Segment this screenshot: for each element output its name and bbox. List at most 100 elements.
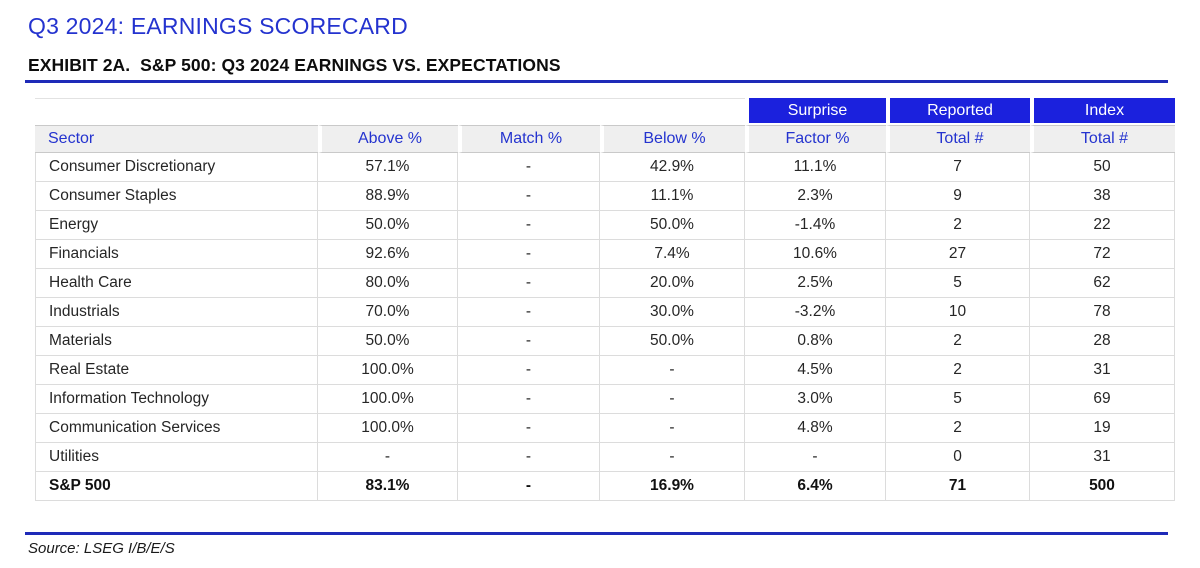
value-cell: 7.4% [600,240,745,269]
column-header-cell: Total # [1030,125,1175,153]
page-title: Q3 2024: EARNINGS SCORECARD [28,13,408,39]
exhibit-title: EXHIBIT 2A. S&P 500: Q3 2024 EARNINGS VS… [28,55,561,75]
sector-cell: Financials [35,240,318,269]
value-cell: 50.0% [318,327,458,356]
table-row: Communication Services 100.0% - -4.8% 2 19 [35,414,1175,443]
column-header-cell: Factor % [745,125,886,153]
value-cell: 50.0% [600,211,745,240]
value-cell: 69 [1030,385,1175,414]
value-cell: 83.1% [318,472,458,501]
sector-cell: Real Estate [35,356,318,385]
value-cell: 31 [1030,356,1175,385]
group-header-blank [600,98,745,125]
value-cell: 2 [886,414,1030,443]
value-cell: 92.6% [318,240,458,269]
table-row: Energy 50.0% -50.0% -1.4% 2 22 [35,211,1175,240]
value-cell: - [600,443,745,472]
value-cell: 11.1% [600,182,745,211]
sector-cell: Consumer Discretionary [35,153,318,182]
sector-cell: Utilities [35,443,318,472]
value-cell: 38 [1030,182,1175,211]
value-cell: 62 [1030,269,1175,298]
value-cell: 20.0% [600,269,745,298]
group-header-blank [458,98,600,125]
table-body: Consumer Discretionary 57.1% -42.9% 11.1% 7 5… [35,153,1175,501]
value-cell: 2.3% [745,182,886,211]
group-header-cell: Reported [886,98,1030,125]
value-cell: 0 [886,443,1030,472]
value-cell: 5 [886,269,1030,298]
value-cell: 2.5% [745,269,886,298]
column-header-cell: Above % [318,125,458,153]
value-cell: 500 [1030,472,1175,501]
value-cell: - [458,472,600,501]
value-cell: - [318,443,458,472]
value-cell: 4.5% [745,356,886,385]
group-header-cell: Index [1030,98,1175,125]
footer-rule [25,532,1168,535]
value-cell: 28 [1030,327,1175,356]
value-cell: - [458,153,600,182]
group-header-row: Surprise Reported Index [35,98,1175,125]
value-cell: 42.9% [600,153,745,182]
table-row: Information Technology 100.0% - -3.0% 5 69 [35,385,1175,414]
sector-cell: S&P 500 [35,472,318,501]
sector-cell: Communication Services [35,414,318,443]
value-cell: - [600,356,745,385]
group-header-cell: Surprise [745,98,886,125]
value-cell: 11.1% [745,153,886,182]
group-header-blank [318,98,458,125]
value-cell: 50 [1030,153,1175,182]
value-cell: - [458,356,600,385]
value-cell: -3.2% [745,298,886,327]
value-cell: 3.0% [745,385,886,414]
value-cell: 70.0% [318,298,458,327]
value-cell: 22 [1030,211,1175,240]
value-cell: 10 [886,298,1030,327]
value-cell: 4.8% [745,414,886,443]
table-row: Consumer Staples 88.9% -11.1% 2.3% 9 38 [35,182,1175,211]
value-cell: 7 [886,153,1030,182]
value-cell: - [600,385,745,414]
table-row: Financials 92.6% -7.4% 10.6% 27 72 [35,240,1175,269]
value-cell: 30.0% [600,298,745,327]
table-row: Consumer Discretionary 57.1% -42.9% 11.1% 7 5… [35,153,1175,182]
value-cell: 71 [886,472,1030,501]
value-cell: 9 [886,182,1030,211]
value-cell: 5 [886,385,1030,414]
sector-cell: Materials [35,327,318,356]
title-underline-rule [25,80,1168,83]
column-header-row: Sector Above % Match % Below % Factor % Total… [35,125,1175,153]
value-cell: 72 [1030,240,1175,269]
column-header-cell: Below % [600,125,745,153]
value-cell: 100.0% [318,356,458,385]
value-cell: - [458,385,600,414]
table-row: Industrials 70.0% -30.0% -3.2% 10 78 [35,298,1175,327]
value-cell: 100.0% [318,385,458,414]
source-note: Source: LSEG I/B/E/S [28,540,175,557]
sector-cell: Industrials [35,298,318,327]
value-cell: 10.6% [745,240,886,269]
value-cell: 80.0% [318,269,458,298]
column-header-cell: Total # [886,125,1030,153]
value-cell: 88.9% [318,182,458,211]
table-row: Real Estate 100.0% - -4.5% 2 31 [35,356,1175,385]
report-page: Q3 2024: EARNINGS SCORECARD EXHIBIT 2A. … [0,13,1200,568]
value-cell: - [458,182,600,211]
value-cell: - [600,414,745,443]
sector-cell: Consumer Staples [35,182,318,211]
value-cell: 2 [886,211,1030,240]
table-row: Utilities - - - -0 31 [35,443,1175,472]
table-row: Materials 50.0% -50.0% 0.8% 2 28 [35,327,1175,356]
value-cell: - [458,327,600,356]
value-cell: 2 [886,327,1030,356]
column-header-cell: Sector [35,125,318,153]
value-cell: 27 [886,240,1030,269]
value-cell: - [458,298,600,327]
value-cell: 57.1% [318,153,458,182]
value-cell: 2 [886,356,1030,385]
value-cell: 50.0% [600,327,745,356]
table-row: Health Care 80.0% -20.0% 2.5% 5 62 [35,269,1175,298]
value-cell: - [745,443,886,472]
value-cell: - [458,414,600,443]
